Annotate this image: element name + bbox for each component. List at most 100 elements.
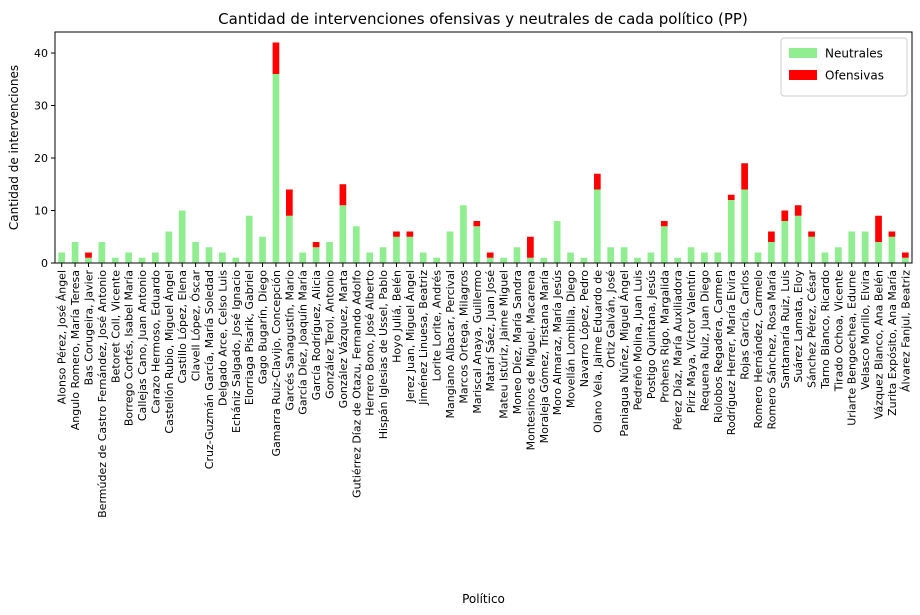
x-tick-label: Matarí Sáez, Juan José <box>484 270 497 392</box>
x-tick-label: Romero Hernández, Carmelo <box>752 270 765 429</box>
x-tick-label: Olano Vela, Jaime Eduardo de <box>591 270 604 433</box>
bar-neutrales <box>245 215 253 263</box>
x-tick-label: García Díez, Joaquín María <box>297 270 310 415</box>
bar-neutrales <box>620 247 628 263</box>
bar-neutrales <box>888 236 896 263</box>
x-tick-label: Castellón Rubio, Miguel Ángel <box>163 270 176 434</box>
bar-neutrales <box>875 242 882 263</box>
bar-ofensivas <box>312 242 320 248</box>
legend-swatch <box>789 70 817 80</box>
x-tick-label: Moneo Díez, María Sandra <box>511 270 524 414</box>
y-axis-label: Cantidad de intervenciones <box>7 65 21 230</box>
x-tick-label: Vázquez Blanco, Ana Belén <box>873 270 886 419</box>
bar-neutrales <box>285 215 293 263</box>
x-tick-label: Rojas García, Carlos <box>739 270 752 380</box>
x-axis-label: Político <box>462 592 505 606</box>
x-tick-label: Gamarra Ruiz-Clavijo, Concepción <box>270 270 283 457</box>
bar-neutrales <box>71 242 79 263</box>
x-tick-label: Angulo Romero, María Teresa <box>69 270 82 430</box>
bar-neutrales <box>848 231 856 263</box>
bar-neutrales <box>701 252 708 263</box>
bar-neutrales <box>781 221 789 263</box>
x-tick-label: Marcos Ortega, Milagros <box>457 270 470 404</box>
plot-area <box>58 42 909 263</box>
bar-neutrales <box>98 242 106 263</box>
bar-neutrales <box>366 252 374 263</box>
x-tick-label: Herrero Bono, José Alberto <box>364 270 377 416</box>
bar-neutrales <box>165 231 173 263</box>
x-tick-label: Borrego Cortés, Isabel María <box>123 270 136 426</box>
x-tick-label: Echániz Salgado, José Ignacio <box>230 270 243 433</box>
bar-neutrales <box>58 252 66 263</box>
bar-ofensivas <box>527 236 534 258</box>
y-tick-label: 20 <box>34 152 48 165</box>
bar-neutrales <box>794 215 802 263</box>
bar-neutrales <box>808 236 815 263</box>
bar-neutrales <box>540 257 548 263</box>
bar-neutrales <box>192 242 199 263</box>
x-tick-label: Pérez Díaz, María Auxiliadora <box>672 270 685 430</box>
x-tick-label: Lorite Lorite, Andrés <box>431 270 444 382</box>
bar-neutrales <box>593 189 601 263</box>
x-tick-label: Moro Almaraz, María Jesús <box>551 270 564 416</box>
x-tick-label: Riolobos Regadera, Carmen <box>712 270 725 423</box>
bar-neutrales <box>607 247 615 263</box>
x-tick-label: Montesinos de Miguel, Macarena <box>524 270 537 450</box>
bar-neutrales <box>500 257 507 263</box>
bar-neutrales <box>379 247 387 263</box>
x-tick-label: Prohens Rigo, Margalida <box>658 270 671 403</box>
bar-neutrales <box>647 252 655 263</box>
chart-title: Cantidad de intervenciones ofensivas y n… <box>218 10 748 28</box>
bar-neutrales <box>460 205 467 263</box>
y-tick-label: 30 <box>34 100 48 113</box>
bar-neutrales <box>634 257 641 263</box>
bar-ofensivas <box>486 252 494 258</box>
x-tick-label: Alonso Pérez, José Ángel <box>56 270 69 404</box>
bar-neutrales <box>299 252 307 263</box>
bar-neutrales <box>446 231 454 263</box>
bar-neutrales <box>125 252 132 263</box>
x-tick-label: Gutiérrez Díaz de Otazu, Fernando Adolfo <box>350 270 363 498</box>
y-tick-label: 10 <box>34 205 48 218</box>
bar-neutrales <box>513 247 521 263</box>
bar-ofensivas <box>781 210 789 221</box>
x-tick-label: Castillo López, Elena <box>176 270 189 384</box>
bar-neutrales <box>178 210 186 263</box>
legend-label: Ofensivas <box>825 69 884 83</box>
bar-ofensivas <box>660 221 668 227</box>
x-tick-label: Tarno Blanco, Ricardo <box>819 270 832 390</box>
bar-ofensivas <box>875 215 882 242</box>
x-tick-label: Píriz Maya, Víctor Valentín <box>685 270 698 413</box>
bar-neutrales <box>232 257 240 263</box>
x-tick-label: Callejas Cano, Juan Antonio <box>136 270 149 421</box>
x-tick-label: González Vázquez, Marta <box>337 270 350 408</box>
bar-ofensivas <box>888 231 896 237</box>
bar-neutrales <box>272 74 280 263</box>
bar-neutrales <box>205 247 213 263</box>
bar-neutrales <box>111 257 119 263</box>
bar-neutrales <box>901 257 909 263</box>
bar-neutrales <box>835 247 842 263</box>
bar-ofensivas <box>593 173 601 190</box>
bar-neutrales <box>861 231 869 263</box>
bar-neutrales <box>419 252 427 263</box>
bar-neutrales <box>85 257 92 263</box>
bar-ofensivas <box>808 231 815 237</box>
bar-ofensivas <box>393 231 400 237</box>
x-tick-label: Postigo Quintana, Jesús <box>645 270 658 399</box>
bar-neutrales <box>433 257 440 263</box>
bar-neutrales <box>660 226 668 263</box>
bar-ofensivas <box>406 231 414 237</box>
legend-label: Neutrales <box>825 47 883 61</box>
y-tick-label: 40 <box>34 47 48 60</box>
x-tick-label: Paniagua Núñez, Miguel Ángel <box>618 270 631 437</box>
x-tick-label: Mariscal Anaya, Guillermo <box>471 270 484 414</box>
x-tick-label: Moraleja Gómez, Tristana María <box>538 270 551 443</box>
x-tick-label: Uriarte Bengoechea, Edurne <box>846 270 859 426</box>
bar-neutrales <box>567 252 574 263</box>
x-tick-label: Tirado Ochoa, Vicente <box>832 270 845 392</box>
x-tick-label: Jiménez Linuesa, Beatriz <box>417 270 430 406</box>
x-tick-label: Mateu Istúriz, Jaime Miguel <box>498 270 511 419</box>
bar-neutrales <box>393 236 400 263</box>
x-tick-label: Ortiz Galván, José <box>605 270 618 368</box>
